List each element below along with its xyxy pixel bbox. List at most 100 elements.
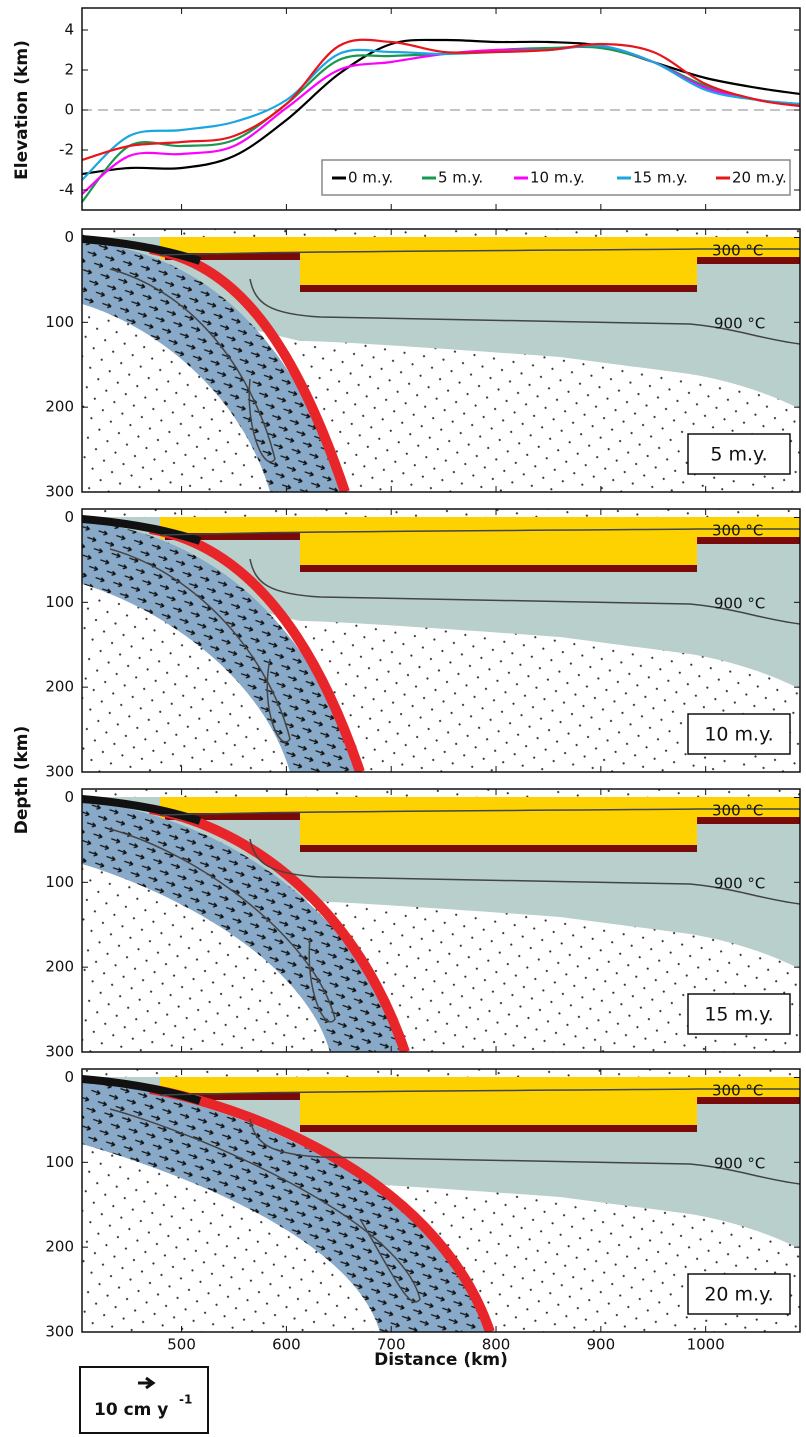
plot-frame: [81, 1068, 801, 1333]
y-tick-label: 100: [45, 1153, 74, 1171]
isotherm: [159, 808, 800, 816]
isotherm-label: 900 °C: [714, 315, 765, 333]
isotherm-label: 300 °C: [712, 802, 763, 820]
crust-base: [165, 1093, 300, 1100]
y-axis-label: Elevation (km): [12, 40, 32, 180]
series-line: [81, 44, 801, 181]
isotherm: [109, 548, 291, 743]
x-tick-label: 900: [587, 1336, 616, 1354]
section: 300 °C 900 °C: [82, 789, 800, 1052]
legend-label: 10 m.y.: [530, 169, 585, 187]
isotherm: [249, 1118, 800, 1185]
isotherm: [159, 248, 800, 256]
section: 300 °C 900 °C: [82, 229, 800, 492]
crust-base: [300, 845, 697, 852]
isotherm: [249, 558, 800, 625]
y-tick-label: 2: [64, 61, 74, 79]
y-tick-label: -2: [59, 141, 74, 159]
x-axis-label: Distance (km): [374, 1350, 508, 1370]
plot-frame: [81, 7, 801, 211]
y-tick-label: 100: [45, 313, 74, 331]
legend-label: 15 m.y.: [633, 169, 688, 187]
isotherm-label: 900 °C: [714, 595, 765, 613]
legend-label: 20 m.y.: [732, 169, 787, 187]
crust-base: [300, 1125, 697, 1132]
isotherm-label: 300 °C: [712, 242, 763, 260]
isotherm: [109, 828, 336, 1023]
time-label: 15 m.y.: [704, 1004, 773, 1026]
trench-sediment: [82, 1075, 202, 1105]
crust-base: [165, 533, 300, 540]
y-tick-label: 200: [45, 678, 74, 696]
slab-flow: [82, 1081, 490, 1332]
isotherm: [109, 1108, 421, 1303]
isotherm: [109, 268, 276, 463]
isotherm: [159, 528, 800, 536]
time-box: [687, 1273, 791, 1315]
y-tick-label: 0: [64, 228, 74, 246]
series-line: [81, 38, 801, 162]
y-tick-label: 0: [64, 1068, 74, 1086]
isotherm-label: 900 °C: [714, 875, 765, 893]
crust-base: [300, 285, 697, 292]
x-tick-label: 1000: [687, 1336, 725, 1354]
scale-frame: [79, 1366, 209, 1434]
y-tick-label: 300: [45, 1043, 74, 1061]
crust-base: [697, 537, 800, 544]
crust-base: [697, 817, 800, 824]
y-tick-label: 300: [45, 483, 74, 501]
y-tick-label: 0: [64, 101, 74, 119]
isotherm-label: 300 °C: [712, 522, 763, 540]
legend-label: 5 m.y.: [438, 169, 483, 187]
y-tick-label: 300: [45, 1323, 74, 1341]
legend-label: 0 m.y.: [348, 169, 393, 187]
crust-base: [165, 253, 300, 260]
y-tick-label: 0: [64, 788, 74, 806]
y-tick-label: 4: [64, 21, 74, 39]
crust-base: [300, 565, 697, 572]
x-tick-label: 500: [167, 1336, 196, 1354]
section: 300 °C 900 °C: [82, 1069, 800, 1332]
crust-base: [697, 257, 800, 264]
legend: 0 m.y. 5 m.y. 10 m.y. 15 m.y. 20 m.y.: [321, 159, 791, 196]
slab-flow: [82, 521, 360, 772]
trench-sediment: [82, 515, 202, 545]
isotherm: [249, 838, 800, 905]
trench-sediment: [82, 795, 202, 825]
isotherm-label: 300 °C: [712, 1082, 763, 1100]
y-axis-label: Depth (km): [12, 726, 32, 835]
crust-base: [165, 813, 300, 820]
time-box: [687, 433, 791, 475]
isotherm-label: 900 °C: [714, 1155, 765, 1173]
slab-flow: [82, 241, 345, 492]
trench-sediment: [82, 235, 202, 265]
x-tick-label: 600: [272, 1336, 301, 1354]
scale-box: 10 cm y -1: [79, 1366, 209, 1434]
y-tick-label: 300: [45, 763, 74, 781]
y-tick-label: 100: [45, 873, 74, 891]
time-label: 20 m.y.: [704, 1284, 773, 1306]
x-tick-label: 800: [482, 1336, 511, 1354]
time-label: 5 m.y.: [710, 444, 767, 466]
section: 300 °C 900 °C: [82, 509, 800, 772]
y-tick-label: 100: [45, 593, 74, 611]
x-tick-label: 700: [377, 1336, 406, 1354]
y-tick-label: 0: [64, 508, 74, 526]
y-tick-label: -4: [59, 181, 74, 199]
plot-frame: [81, 228, 801, 493]
plot-frame: [81, 508, 801, 773]
time-box: [687, 713, 791, 755]
scale-exponent: -1: [179, 1393, 192, 1407]
scale-arrow: [138, 1376, 156, 1390]
time-label: 10 m.y.: [704, 724, 773, 746]
y-tick-label: 200: [45, 398, 74, 416]
legend-frame: [321, 159, 791, 196]
isotherm: [159, 1088, 800, 1096]
crust-base: [697, 1097, 800, 1104]
y-tick-label: 200: [45, 958, 74, 976]
plot-frame: [81, 788, 801, 1053]
scale-label: 10 cm y: [94, 1400, 168, 1420]
time-box: [687, 993, 791, 1035]
